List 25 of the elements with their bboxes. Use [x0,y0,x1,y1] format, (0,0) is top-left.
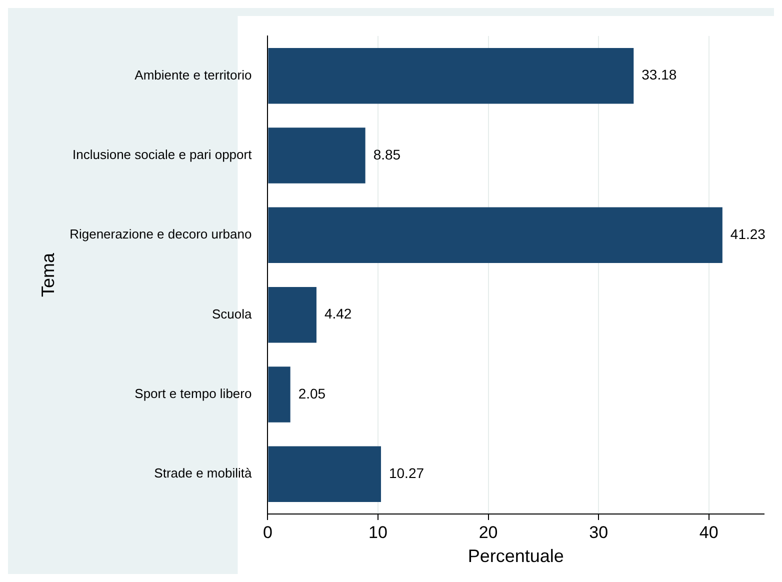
data-label: 2.05 [298,385,326,402]
x-tick-label: 40 [699,522,718,542]
bar [268,207,722,264]
bar [268,366,290,422]
y-tick-label: Ambiente e territorio [134,67,252,82]
y-tick-label: Rigenerazione e decoro urbano [70,226,252,242]
data-label: 10.27 [388,465,424,482]
y-tick-label: Inclusione sociale e pari opport [72,147,252,162]
data-label: 8.85 [373,146,401,162]
x-tick-label: 20 [478,522,498,542]
x-axis-title: Percentuale [468,546,564,566]
data-label: 33.18 [642,66,677,83]
bar [268,286,316,343]
data-label: 4.42 [324,306,352,322]
x-tick-label: 0 [262,522,272,542]
bar [268,48,634,104]
bar [268,128,366,184]
y-tick-label: Strade e mobilità [154,466,252,481]
y-tick-label: Scuola [212,306,252,322]
bar [268,446,381,502]
data-label: 41.23 [730,226,766,242]
y-tick-label: Sport e tempo libero [134,386,252,402]
x-tick-label: 30 [589,522,608,542]
y-axis-title: Tema [38,252,58,298]
x-tick-label: 10 [368,522,388,542]
